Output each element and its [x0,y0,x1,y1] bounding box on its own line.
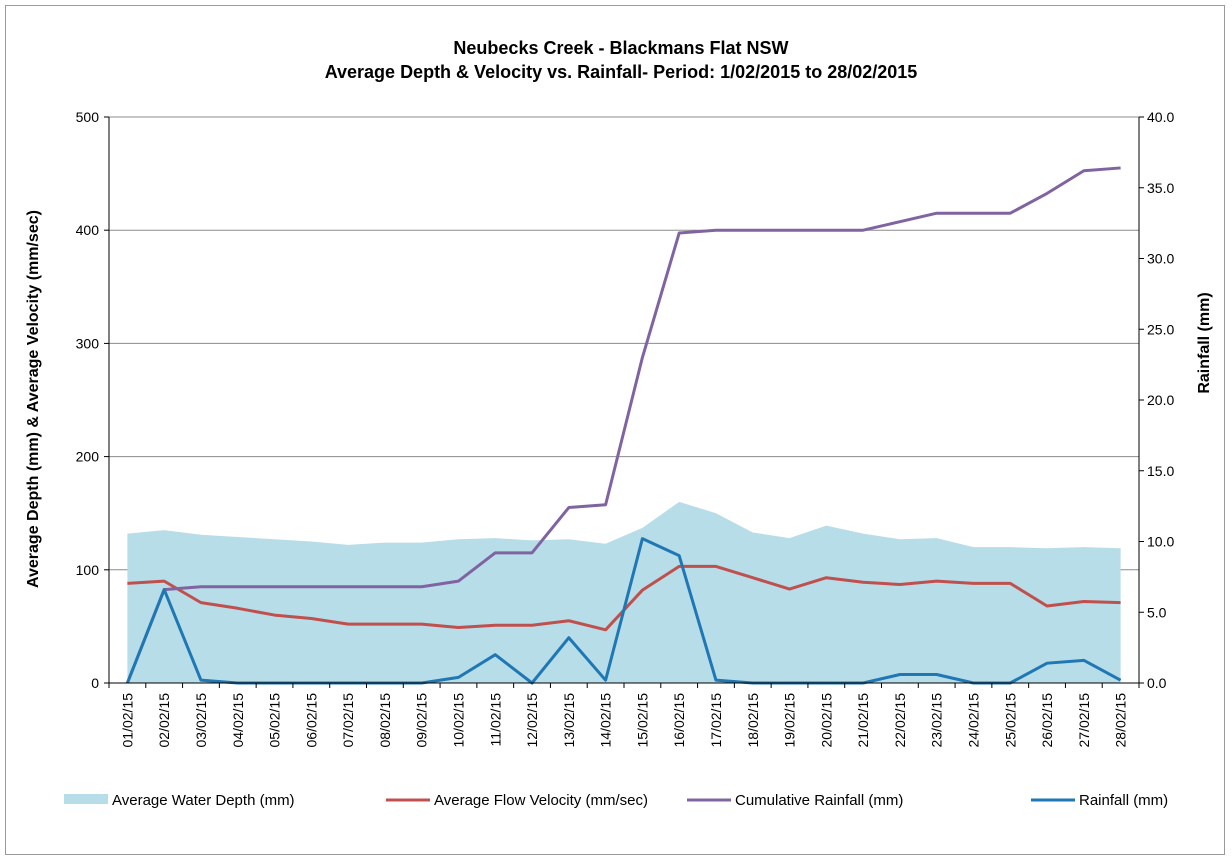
x-axis-ticks: 01/02/15 02/02/15 03/02/15 04/02/15 05/02/15… [108,683,1140,748]
gridlines [109,116,1139,571]
y-axis-title: Average Depth (mm) & Average Velocity (m… [25,210,42,588]
legend-swatch-depth [64,794,108,804]
right-tick-label: 25.0 [1147,321,1174,337]
legend-label: Average Flow Velocity (mm/sec) [434,792,648,809]
left-tick-label: 100 [76,562,100,578]
chart-canvas: Neubecks Creek - Blackmans Flat NSW Aver… [25,38,1213,809]
right-tick-label: 40.0 [1147,109,1174,125]
chart-title: Neubecks Creek - Blackmans Flat NSW [453,38,788,58]
x-tick-label: 03/02/15 [193,693,209,748]
x-tick-label: 04/02/15 [230,693,246,748]
x-tick-label: 17/02/15 [708,693,724,748]
left-tick-label: 300 [76,335,100,351]
right-tick-label: 10.0 [1147,534,1174,550]
x-tick-label: 19/02/15 [782,693,798,748]
x-tick-label: 05/02/15 [267,693,283,748]
right-tick-label: 5.0 [1147,604,1167,620]
x-tick-label: 11/02/15 [487,693,503,747]
x-tick-label: 12/02/15 [524,693,540,748]
y2-axis-title: Rainfall (mm) [1196,292,1213,393]
cumulative-rainfall-mm-line [125,166,1121,684]
x-tick-label: 25/02/15 [1002,693,1018,748]
x-tick-label: 21/02/15 [855,693,871,748]
legend: Average Water Depth (mm) Average Flow Vel… [64,792,1168,809]
right-tick-label: 20.0 [1147,392,1174,408]
left-tick-label: 500 [76,109,100,125]
x-tick-label: 18/02/15 [745,693,761,748]
x-tick-label: 22/02/15 [892,693,908,748]
right-tick-label: 30.0 [1147,251,1174,267]
left-axis-ticks: 0 100 200 300 400 500 [76,109,109,691]
left-tick-label: 200 [76,449,100,465]
x-tick-label: 26/02/15 [1039,693,1055,748]
x-tick-label: 20/02/15 [818,693,834,748]
x-tick-label: 28/02/15 [1113,693,1129,748]
right-tick-label: 35.0 [1147,180,1174,196]
legend-label: Rainfall (mm) [1079,792,1168,809]
right-tick-label: 0.0 [1147,675,1167,691]
x-tick-label: 23/02/15 [929,693,945,748]
depth-area [127,501,1121,683]
x-tick-label: 16/02/15 [671,693,687,748]
x-tick-label: 06/02/15 [303,693,319,748]
chart-frame: Neubecks Creek - Blackmans Flat NSW Aver… [5,5,1225,855]
right-tick-label: 15.0 [1147,463,1174,479]
x-tick-label: 07/02/15 [340,693,356,748]
right-axis-ticks: 0.0 5.0 10.0 15.0 20.0 25.0 30.0 35.0 40.0 [1139,109,1174,691]
x-tick-label: 13/02/15 [561,693,577,748]
x-tick-label: 09/02/15 [414,693,430,748]
x-tick-label: 14/02/15 [598,693,614,748]
chart-subtitle: Average Depth & Velocity vs. Rainfall- P… [325,62,918,82]
x-tick-label: 08/02/15 [377,693,393,748]
legend-label: Cumulative Rainfall (mm) [735,792,903,809]
left-tick-label: 0 [91,675,99,691]
x-tick-label: 24/02/15 [965,693,981,748]
left-tick-label: 400 [76,222,100,238]
x-tick-label: 15/02/15 [634,693,650,748]
x-tick-label: 01/02/15 [119,693,135,748]
x-tick-label: 10/02/15 [450,693,466,748]
legend-label: Average Water Depth (mm) [112,792,295,809]
depth-area-layer [127,501,1121,683]
x-tick-label: 02/02/15 [156,693,172,748]
x-tick-label: 27/02/15 [1076,693,1092,748]
